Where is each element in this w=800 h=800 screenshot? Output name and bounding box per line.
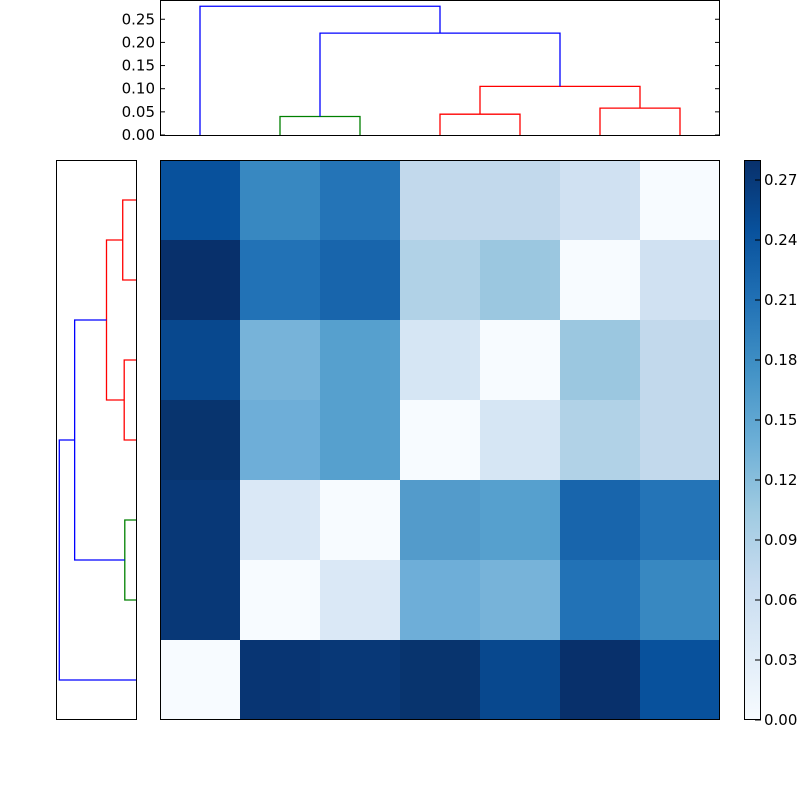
left-dendrogram (56, 160, 137, 720)
y-tick-label: 0.00 (122, 126, 155, 144)
heatmap-cell (160, 240, 240, 320)
heatmap-cell (640, 240, 720, 320)
heatmap-cell (640, 560, 720, 640)
heatmap-cell (240, 640, 320, 720)
heatmap-cell (160, 480, 240, 560)
heatmap-cell (560, 400, 640, 480)
top-dendrogram-links (199, 5, 681, 135)
heatmap-cell (560, 640, 640, 720)
heatmap-cell (640, 640, 720, 720)
colorbar: 0.00 0.03 0.06 0.09 0.12 0.15 0.18 0.21 0.24 0.27 (744, 160, 797, 729)
heatmap-cell (320, 240, 400, 320)
heatmap-cell (480, 640, 560, 720)
colorbar-tick-label: 0.21 (764, 291, 797, 309)
y-tick-label: 0.25 (122, 10, 155, 28)
heatmap-cell (640, 480, 720, 560)
heatmap-cell (400, 480, 480, 560)
heatmap-cell (560, 320, 640, 400)
colorbar-tick-label: 0.24 (764, 231, 797, 249)
heatmap-cell (480, 320, 560, 400)
heatmap-cell (400, 400, 480, 480)
heatmap-cell (480, 240, 560, 320)
heatmap-cell (640, 320, 720, 400)
heatmap-cell (560, 160, 640, 240)
heatmap-cell (560, 480, 640, 560)
colorbar-tick-label: 0.09 (764, 531, 797, 549)
heatmap-cell (160, 160, 240, 240)
y-tick-label: 0.15 (122, 57, 155, 75)
colorbar-tick-label: 0.03 (764, 651, 797, 669)
heatmap (160, 160, 720, 720)
colorbar-ticks: 0.00 0.03 0.06 0.09 0.12 0.15 0.18 0.21 0.24 0.27 (755, 171, 797, 729)
heatmap-cell (560, 240, 640, 320)
dendrogram-link (58, 439, 136, 681)
heatmap-cells (160, 160, 720, 720)
y-tick-label: 0.10 (122, 80, 155, 98)
heatmap-cell (400, 560, 480, 640)
heatmap-cell (240, 240, 320, 320)
heatmap-cell (400, 640, 480, 720)
colorbar-tick-label: 0.00 (764, 711, 797, 729)
colorbar-gradient (744, 160, 761, 720)
heatmap-cell (480, 480, 560, 560)
heatmap-cell (320, 160, 400, 240)
colorbar-tick-label: 0.15 (764, 411, 797, 429)
heatmap-cell (160, 560, 240, 640)
heatmap-cell (480, 400, 560, 480)
y-tick-label: 0.05 (122, 103, 155, 121)
heatmap-cell (320, 640, 400, 720)
heatmap-cell (240, 400, 320, 480)
heatmap-cell (480, 160, 560, 240)
heatmap-cell (240, 320, 320, 400)
heatmap-cell (240, 480, 320, 560)
colorbar-tick-label: 0.18 (764, 351, 797, 369)
heatmap-cell (240, 160, 320, 240)
left-dendrogram-links (58, 199, 136, 681)
colorbar-tick-label: 0.27 (764, 171, 797, 189)
heatmap-cell (160, 640, 240, 720)
heatmap-cell (400, 320, 480, 400)
heatmap-cell (640, 160, 720, 240)
heatmap-frame (160, 160, 720, 720)
heatmap-cell (400, 240, 480, 320)
heatmap-cell (320, 320, 400, 400)
heatmap-cell (640, 400, 720, 480)
colorbar-tick-label: 0.06 (764, 591, 797, 609)
colorbar-tick-label: 0.12 (764, 471, 797, 489)
heatmap-cell (480, 560, 560, 640)
y-tick-label: 0.20 (122, 33, 155, 51)
heatmap-cell (320, 400, 400, 480)
dendrogram-link (199, 5, 441, 135)
heatmap-cell (240, 560, 320, 640)
top-dendrogram: 0.00 0.05 0.10 0.15 0.20 0.25 (122, 0, 720, 144)
heatmap-cell (560, 560, 640, 640)
top-dendrogram-y-axis: 0.00 0.05 0.10 0.15 0.20 0.25 (122, 10, 720, 144)
heatmap-cell (400, 160, 480, 240)
heatmap-cell (320, 480, 400, 560)
heatmap-cell (160, 320, 240, 400)
heatmap-cell (160, 400, 240, 480)
heatmap-cell (320, 560, 400, 640)
